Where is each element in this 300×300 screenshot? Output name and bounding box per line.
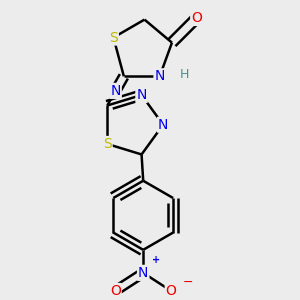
Text: N: N (138, 266, 148, 280)
Text: N: N (154, 69, 165, 83)
Text: H: H (180, 68, 189, 81)
Text: O: O (191, 11, 202, 25)
Text: O: O (110, 284, 121, 298)
Text: S: S (109, 31, 118, 44)
Text: N: N (136, 88, 147, 102)
Text: N: N (110, 84, 121, 98)
Text: +: + (152, 255, 160, 265)
Text: N: N (158, 118, 168, 132)
Text: O: O (166, 284, 177, 298)
Text: S: S (103, 137, 112, 151)
Text: −: − (183, 276, 194, 289)
